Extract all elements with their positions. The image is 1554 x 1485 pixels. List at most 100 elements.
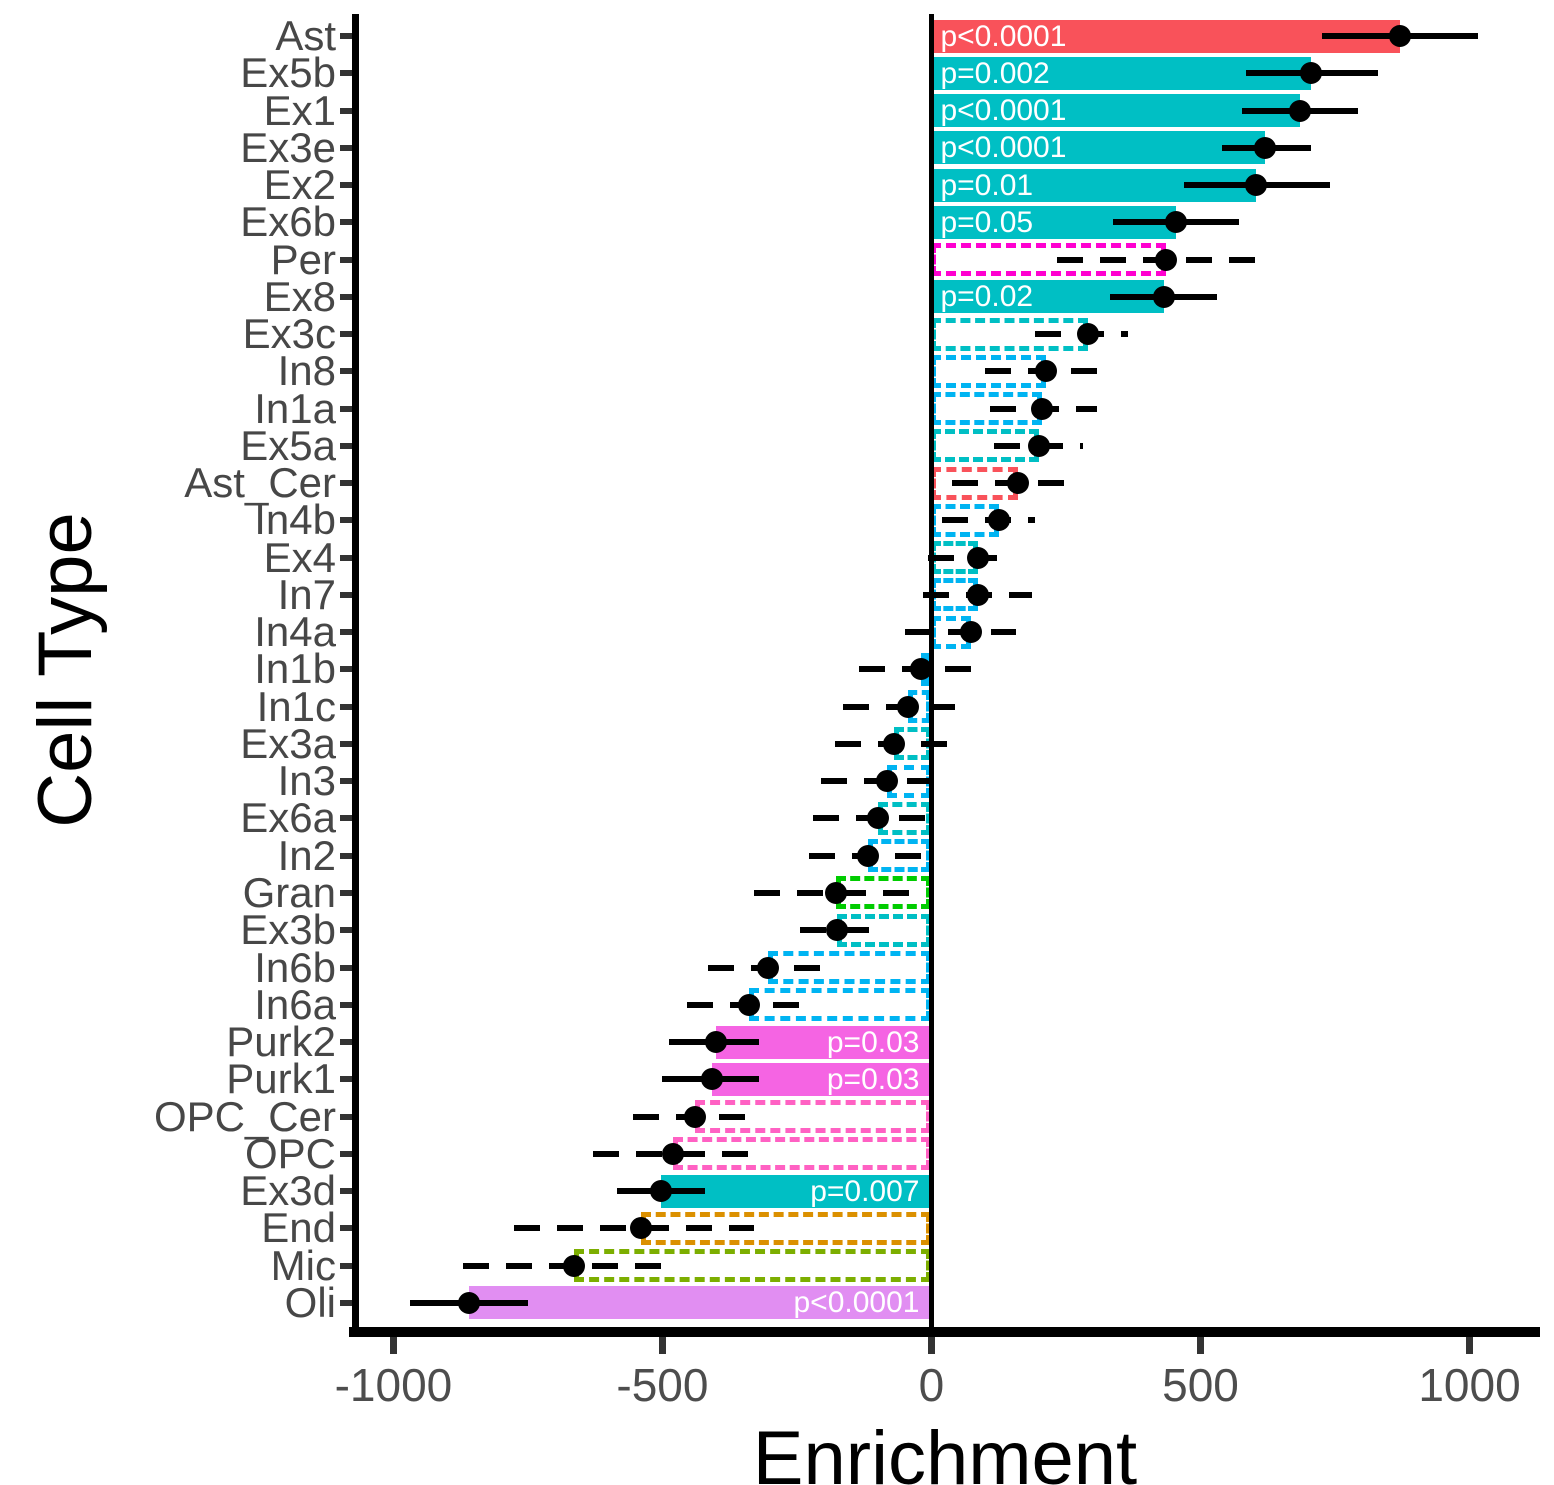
y-label-Ex5b: Ex5b — [240, 49, 336, 97]
y-label-In2: In2 — [277, 831, 336, 879]
point-estimate-Ex3e — [1254, 136, 1277, 159]
p-value-label-Oli: p<0.0001 — [793, 1286, 920, 1320]
point-estimate-In3 — [876, 770, 899, 793]
x-tick-0 — [927, 1337, 935, 1354]
y-tick-Gran — [340, 889, 353, 896]
point-estimate-Gran — [825, 881, 848, 904]
y-tick-OPC — [340, 1150, 353, 1157]
point-estimate-Purk1 — [701, 1068, 724, 1091]
y-label-Ex3c: Ex3c — [242, 310, 336, 358]
y-label-Ex4: Ex4 — [263, 533, 336, 581]
p-value-label-Ast: p<0.0001 — [940, 19, 1067, 53]
y-tick-Ast_Cer — [340, 480, 353, 487]
bar-Ex6b: p=0.05 — [931, 205, 1176, 239]
y-tick-Ex1 — [340, 107, 353, 114]
x-tick-500 — [1196, 1337, 1204, 1354]
y-label-Ast: Ast — [275, 12, 336, 59]
y-label-Per: Per — [270, 235, 336, 283]
point-estimate-In1a — [1030, 397, 1053, 420]
y-tick-In6a — [340, 1001, 353, 1008]
y-tick-Ex5b — [340, 70, 353, 77]
y-tick-In2 — [340, 852, 353, 859]
p-value-label-Purk2: p=0.03 — [826, 1025, 920, 1059]
p-value-label-Ex3e: p<0.0001 — [940, 131, 1067, 165]
y-tick-In1a — [340, 405, 353, 412]
point-estimate-Ex8 — [1153, 285, 1176, 308]
y-label-In1a: In1a — [254, 384, 336, 432]
point-estimate-Ast — [1388, 25, 1411, 47]
p-value-label-Purk1: p=0.03 — [826, 1062, 920, 1096]
y-tick-OPC_Cer — [340, 1113, 353, 1120]
y-tick-Ex3b — [340, 927, 353, 934]
point-estimate-In1c — [897, 695, 920, 718]
y-tick-Ex3e — [340, 144, 353, 151]
y-label-End: End — [261, 1204, 336, 1252]
y-tick-Ex6a — [340, 815, 353, 822]
x-axis-line — [349, 1327, 1540, 1337]
bar-Purk1: p=0.03 — [712, 1062, 932, 1096]
point-estimate-Ex6a — [866, 807, 889, 830]
point-estimate-Oli — [457, 1291, 480, 1314]
y-axis-line — [352, 14, 359, 1337]
y-tick-Ex6b — [340, 219, 353, 226]
p-value-label-Ex2: p=0.01 — [940, 168, 1034, 202]
y-label-Ex3b: Ex3b — [240, 906, 336, 954]
point-estimate-In6b — [757, 956, 780, 979]
bar-Ex3e: p<0.0001 — [931, 131, 1266, 165]
bar-Ex5b: p=0.002 — [931, 56, 1311, 90]
y-label-In4b: In4b — [254, 496, 336, 544]
y-tick-Ex8 — [340, 293, 353, 300]
point-estimate-In6a — [737, 993, 760, 1016]
y-label-Ex5a: Ex5a — [240, 421, 336, 469]
y-label-In1c: In1c — [256, 682, 336, 730]
point-estimate-Mic — [562, 1254, 585, 1277]
point-estimate-Ex2 — [1244, 174, 1267, 197]
p-value-label-Ex8: p=0.02 — [940, 280, 1034, 314]
y-tick-Ex2 — [340, 182, 353, 189]
y-tick-End — [340, 1225, 353, 1232]
y-tick-Oli — [340, 1299, 353, 1306]
y-tick-In6b — [340, 964, 353, 971]
point-estimate-In2 — [856, 844, 879, 867]
y-label-In3: In3 — [277, 757, 336, 805]
y-label-Ex3d: Ex3d — [240, 1167, 336, 1215]
y-label-Ex6b: Ex6b — [240, 198, 336, 246]
x-tick-label--1000: -1000 — [334, 1359, 453, 1411]
y-label-Ast_Cer: Ast_Cer — [184, 459, 336, 507]
x-tick-label-0: 0 — [918, 1359, 945, 1411]
y-label-OPC: OPC — [244, 1129, 336, 1177]
y-tick-In1c — [340, 703, 353, 710]
y-label-In1b: In1b — [254, 645, 336, 693]
y-tick-Per — [340, 256, 353, 263]
bar-Ex3d: p=0.007 — [661, 1174, 932, 1208]
x-tick--1000 — [389, 1337, 397, 1354]
y-label-Purk2: Purk2 — [226, 1018, 336, 1066]
point-estimate-In8 — [1034, 360, 1057, 383]
y-tick-In4b — [340, 517, 353, 524]
point-estimate-Ex3c — [1076, 323, 1099, 346]
point-estimate-Ast_Cer — [1007, 472, 1030, 495]
y-tick-Ex3c — [340, 331, 353, 338]
y-label-Ex3e: Ex3e — [240, 123, 336, 171]
point-estimate-OPC_Cer — [683, 1105, 706, 1128]
x-tick-label--500: -500 — [616, 1359, 709, 1411]
point-estimate-Ex4 — [967, 546, 990, 569]
point-estimate-Ex1 — [1289, 99, 1312, 122]
y-tick-Mic — [340, 1262, 353, 1269]
x-tick--500 — [658, 1337, 666, 1354]
point-estimate-Ex6b — [1164, 211, 1187, 234]
y-label-In6a: In6a — [254, 980, 336, 1028]
x-tick-1000 — [1466, 1337, 1474, 1354]
y-label-Ex3a: Ex3a — [240, 719, 336, 767]
point-estimate-In1b — [910, 658, 933, 681]
y-tick-Ex3d — [340, 1188, 353, 1195]
y-label-In4a: In4a — [254, 608, 336, 656]
y-tick-Ex4 — [340, 554, 353, 561]
x-tick-label-1000: 1000 — [1418, 1359, 1521, 1411]
point-estimate-OPC — [662, 1142, 685, 1165]
y-label-OPC_Cer: OPC_Cer — [153, 1092, 336, 1140]
point-estimate-End — [629, 1217, 652, 1240]
p-value-label-Ex3d: p=0.007 — [810, 1174, 920, 1208]
y-tick-In7 — [340, 591, 353, 598]
y-tick-Ex5a — [340, 442, 353, 449]
